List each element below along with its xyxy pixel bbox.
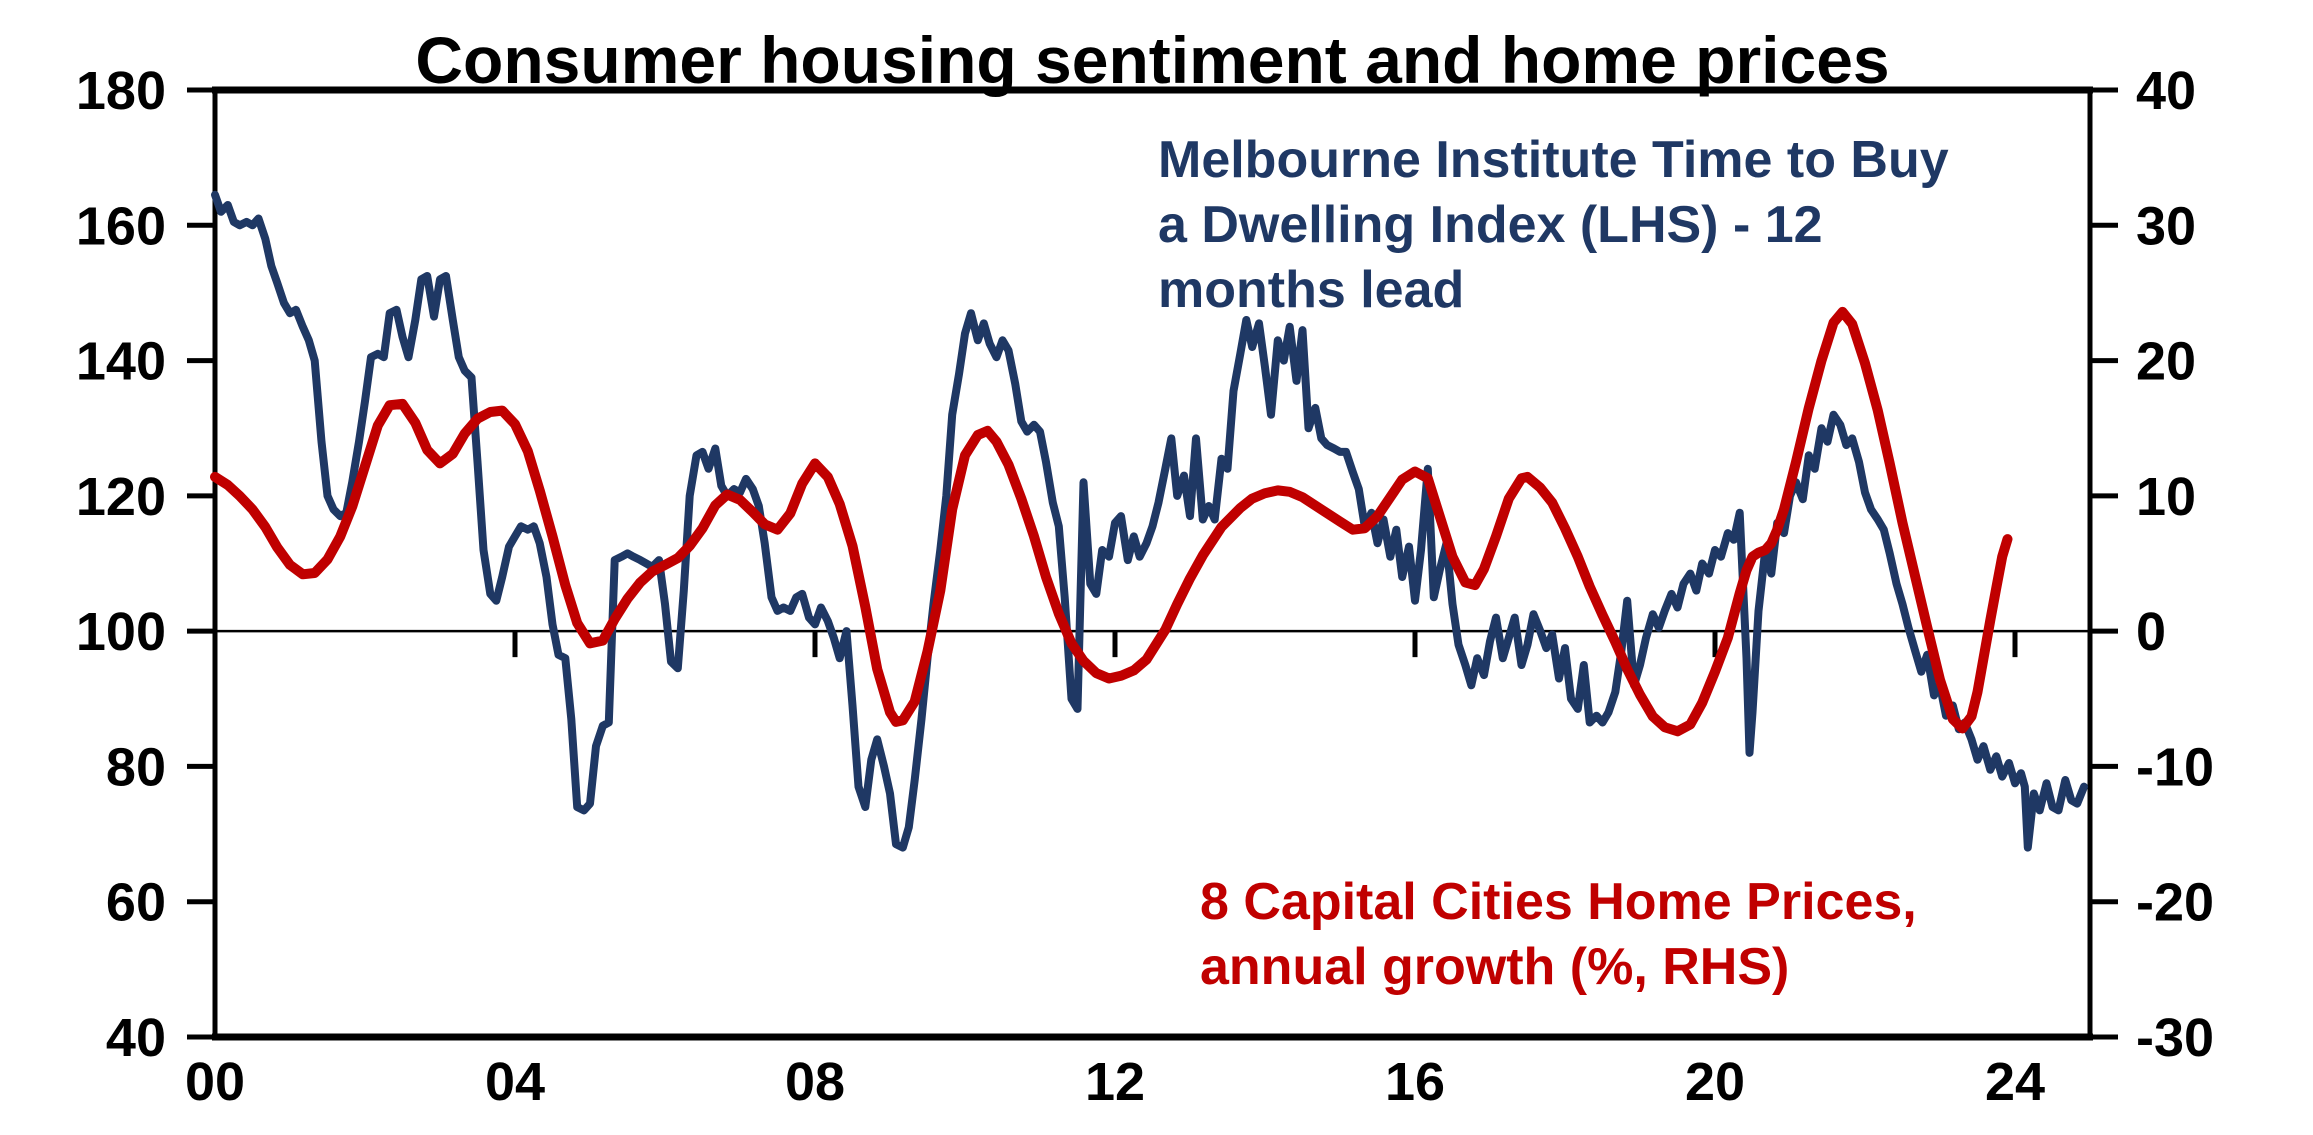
- left-axis-tick-label: 60: [106, 873, 166, 933]
- right-axis-tick-label: -10: [2136, 737, 2214, 797]
- x-axis-tick-label: 04: [485, 1052, 545, 1112]
- x-axis-tick-label: 00: [185, 1052, 245, 1112]
- x-axis-tick-label: 16: [1385, 1052, 1445, 1112]
- series-annotation-home-prices: 8 Capital Cities Home Prices, annual gro…: [1200, 870, 1917, 1000]
- series-annotation-sentiment: Melbourne Institute Time to Buy a Dwelli…: [1158, 128, 1949, 323]
- annotation-line: Melbourne Institute Time to Buy: [1158, 131, 1949, 189]
- right-axis-tick-label: 40: [2136, 61, 2196, 121]
- annotation-line: annual growth (%, RHS): [1200, 938, 1790, 996]
- annotation-line: a Dwelling Index (LHS) - 12: [1158, 196, 1823, 254]
- left-axis-tick-label: 40: [106, 1008, 166, 1068]
- left-axis-tick-label: 180: [76, 61, 166, 121]
- x-axis-tick-label: 08: [785, 1052, 845, 1112]
- right-axis-tick-label: 30: [2136, 196, 2196, 256]
- left-axis-tick-label: 160: [76, 196, 166, 256]
- left-axis-tick-label: 120: [76, 467, 166, 527]
- right-axis-tick-label: -30: [2136, 1008, 2214, 1068]
- chart-title: Consumer housing sentiment and home pric…: [415, 23, 1890, 97]
- left-axis-tick-label: 140: [76, 332, 166, 392]
- x-axis-tick-label: 20: [1685, 1052, 1745, 1112]
- right-axis-tick-label: 10: [2136, 467, 2196, 527]
- home-prices-line: [210, 306, 2013, 737]
- annotation-line: 8 Capital Cities Home Prices,: [1200, 873, 1917, 931]
- left-axis-tick-label: 100: [76, 602, 166, 662]
- left-axis-tick-label: 80: [106, 737, 166, 797]
- x-axis-tick-label: 12: [1085, 1052, 1145, 1112]
- right-axis-tick-label: -20: [2136, 873, 2214, 933]
- x-axis-tick-label: 24: [1985, 1052, 2045, 1112]
- right-axis-tick-label: 0: [2136, 602, 2166, 662]
- annotation-line: months lead: [1158, 261, 1465, 319]
- right-axis-tick-label: 20: [2136, 332, 2196, 392]
